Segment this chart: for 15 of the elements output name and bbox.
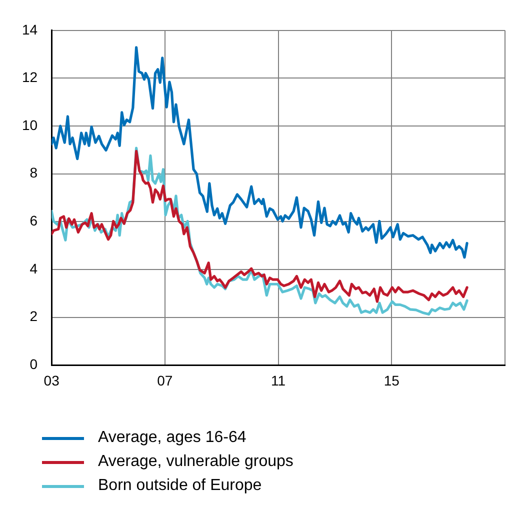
legend-label: Average, vulnerable groups xyxy=(98,453,294,471)
x-tick-label: 15 xyxy=(384,372,400,388)
legend-label: Born outside of Europe xyxy=(98,477,262,495)
y-tick-label: 14 xyxy=(22,21,38,38)
y-tick-label: 8 xyxy=(30,164,38,181)
legend-label: Average, ages 16-64 xyxy=(98,429,246,447)
x-tick-label: 11 xyxy=(271,372,286,388)
x-tick-label: 07 xyxy=(157,372,173,388)
y-tick-label: 10 xyxy=(22,116,38,133)
y-tick-label: 2 xyxy=(30,308,38,324)
y-tick-label: 0 xyxy=(30,356,38,372)
y-tick-label: 12 xyxy=(22,69,38,86)
x-tick-label: 03 xyxy=(44,372,60,388)
y-tick-label: 4 xyxy=(30,260,38,276)
y-tick-label: 6 xyxy=(30,212,38,229)
